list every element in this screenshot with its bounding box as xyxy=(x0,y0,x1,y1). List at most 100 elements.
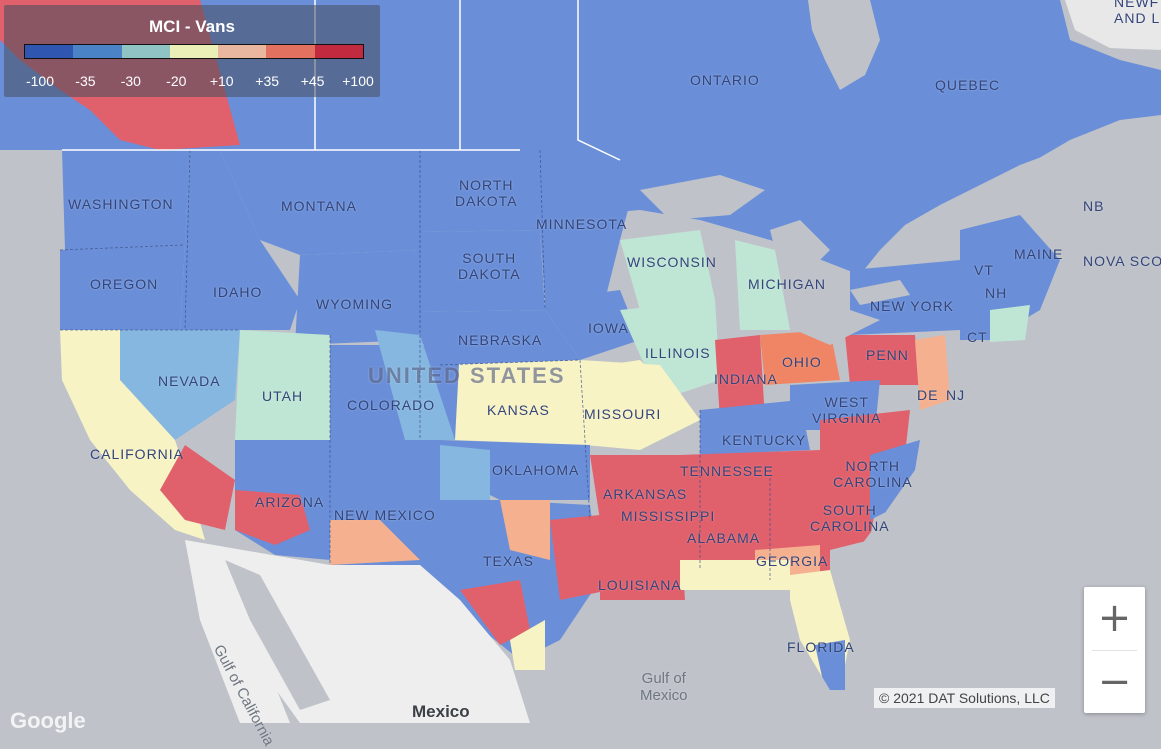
label-washington: WASHINGTON xyxy=(68,196,174,212)
label-indiana: INDIANA xyxy=(714,371,778,387)
label-mexico: Mexico xyxy=(412,702,470,721)
zoom-control: + − xyxy=(1084,587,1145,713)
label-arkansas: ARKANSAS xyxy=(603,486,688,502)
label-florida: FLORIDA xyxy=(787,639,855,655)
tx-yellow-south[interactable] xyxy=(510,620,545,670)
legend-tick-label: -35 xyxy=(75,73,96,89)
st-lawrence xyxy=(1010,115,1161,200)
label-alabama: ALABAMA xyxy=(687,530,761,546)
arizona-red[interactable] xyxy=(235,490,310,545)
label-west-virginia: WEST VIRGINIA xyxy=(812,394,882,426)
nm-peach[interactable] xyxy=(330,520,420,565)
legend-tick-label: +35 xyxy=(255,73,280,89)
label-nh: NH xyxy=(985,285,1008,301)
wisconsin[interactable] xyxy=(620,230,715,310)
mississippi[interactable] xyxy=(620,480,700,575)
copyright: © 2021 DAT Solutions, LLC xyxy=(874,688,1055,708)
tx-red-west[interactable] xyxy=(460,580,530,645)
label-wisconsin: WISCONSIN xyxy=(627,254,717,270)
oregon[interactable] xyxy=(60,245,185,330)
great-plains-yellow[interactable] xyxy=(570,360,700,440)
legend-tick-label: -30 xyxy=(120,73,141,89)
socal-red[interactable] xyxy=(160,445,235,530)
label-minnesota: MINNESOTA xyxy=(536,216,628,232)
legend-swatch xyxy=(121,45,170,58)
alabama[interactable] xyxy=(700,478,770,570)
ok-lightblue[interactable] xyxy=(440,445,490,510)
kentucky[interactable] xyxy=(700,400,810,455)
massachusetts[interactable] xyxy=(990,305,1030,342)
new-york[interactable] xyxy=(850,260,960,335)
labrador-land xyxy=(1065,0,1161,50)
label-oklahoma: OKLAHOMA xyxy=(492,462,580,478)
nebraska[interactable] xyxy=(420,310,580,365)
zoom-out-button[interactable]: − xyxy=(1084,651,1145,713)
baja xyxy=(185,540,290,723)
label-california: CALIFORNIA xyxy=(90,446,185,462)
label-nova-scotia: NOVA SCO xyxy=(1083,253,1161,269)
nj[interactable] xyxy=(915,335,950,410)
legend-color-bar xyxy=(24,44,364,59)
virginia[interactable] xyxy=(820,410,910,455)
label-wyoming: WYOMING xyxy=(316,296,393,312)
pacific-ocean xyxy=(0,150,185,723)
iowa[interactable] xyxy=(545,290,640,360)
michigan[interactable] xyxy=(735,240,790,330)
market-map[interactable] xyxy=(0,0,1161,723)
nevada[interactable] xyxy=(120,330,240,440)
legend-title: MCI - Vans xyxy=(149,17,235,36)
indiana[interactable] xyxy=(715,335,765,420)
label-nb: NB xyxy=(1083,198,1105,214)
label-louisiana: LOUISIANA xyxy=(598,577,682,593)
utah[interactable] xyxy=(235,330,330,440)
south-carolina[interactable] xyxy=(820,480,880,550)
label-new-york: NEW YORK xyxy=(870,298,954,314)
north-dakota[interactable] xyxy=(420,150,540,232)
wyoming[interactable] xyxy=(295,250,420,345)
label-georgia: GEORGIA xyxy=(756,553,829,569)
ohio[interactable] xyxy=(760,330,840,385)
zoom-in-button[interactable]: + xyxy=(1084,587,1145,649)
label-ct: CT xyxy=(967,329,988,345)
label-nj: NJ xyxy=(946,387,966,403)
montana[interactable] xyxy=(220,150,420,255)
label-maine: MAINE xyxy=(1014,246,1064,262)
idaho[interactable] xyxy=(180,150,300,330)
great-lakes xyxy=(640,175,910,345)
label-utah: UTAH xyxy=(262,388,304,404)
gulf-of-mexico xyxy=(520,600,850,723)
google-logo[interactable]: Google xyxy=(10,708,86,733)
minnesota[interactable] xyxy=(530,150,640,300)
new-england[interactable] xyxy=(960,215,1060,340)
label-south-dakota: SOUTH DAKOTA xyxy=(458,250,521,282)
kansas[interactable] xyxy=(440,360,585,445)
label-kentucky: KENTUCKY xyxy=(722,432,807,448)
south-dakota[interactable] xyxy=(420,230,545,312)
legend-tick-label: +10 xyxy=(209,73,234,89)
label-ontario: ONTARIO xyxy=(690,72,760,88)
tx-peach[interactable] xyxy=(500,500,550,560)
legend-swatch xyxy=(266,45,315,58)
us-regions xyxy=(60,150,1060,690)
tx-red-east[interactable] xyxy=(550,515,610,600)
hudson-bay xyxy=(808,0,880,90)
label-colorado: COLORADO xyxy=(347,397,436,413)
penn[interactable] xyxy=(845,335,920,385)
label-mississippi: MISSISSIPPI xyxy=(621,508,716,524)
label-united-states: United States xyxy=(368,363,566,388)
label-quebec: QUEBEC xyxy=(935,77,1001,93)
label-texas: TEXAS xyxy=(483,553,534,569)
label-idaho: IDAHO xyxy=(213,284,263,300)
washington[interactable] xyxy=(62,150,190,250)
legend-tick-label: -20 xyxy=(166,73,187,89)
colorado-east[interactable] xyxy=(375,330,455,440)
gulf-coast-yellow[interactable] xyxy=(680,560,790,590)
gulf-of-california xyxy=(225,560,330,710)
legend-tick-label: +45 xyxy=(300,73,325,89)
illinois[interactable] xyxy=(620,300,720,400)
legend-tick-label: +100 xyxy=(342,73,374,89)
label-north-dakota: NORTH DAKOTA xyxy=(455,177,518,209)
label-penn: PENN xyxy=(866,347,909,363)
zoom-divider xyxy=(1092,650,1137,651)
label-tennessee: TENNESSEE xyxy=(680,463,774,479)
